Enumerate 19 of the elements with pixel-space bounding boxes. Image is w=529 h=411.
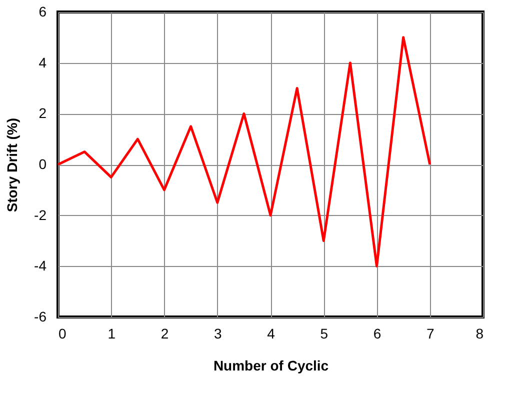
x-tick-label: 5 [320, 326, 328, 342]
line-series [56, 36, 432, 268]
y-tick-label: -6 [34, 308, 47, 324]
x-tick-label: 8 [476, 326, 484, 342]
y-tick-label: -4 [34, 258, 47, 274]
y-tick-label: 6 [38, 4, 47, 20]
y-tick-label: 4 [38, 54, 47, 70]
y-tick-label: -2 [34, 206, 47, 223]
x-tick-label: 1 [108, 326, 116, 342]
y-tick-label: 0 [38, 156, 47, 172]
x-axis-title: Number of Cyclic [213, 358, 329, 374]
y-tick-label: 2 [38, 105, 47, 122]
x-tick-label: 7 [426, 326, 434, 342]
x-tick-label: 2 [160, 326, 169, 342]
x-tick-label: 4 [267, 326, 276, 342]
x-tick-label: 6 [373, 326, 382, 342]
x-tick-label: 3 [214, 326, 222, 342]
y-axis-title: Story Drift (%) [4, 118, 20, 212]
x-tick-label: 0 [58, 326, 66, 342]
